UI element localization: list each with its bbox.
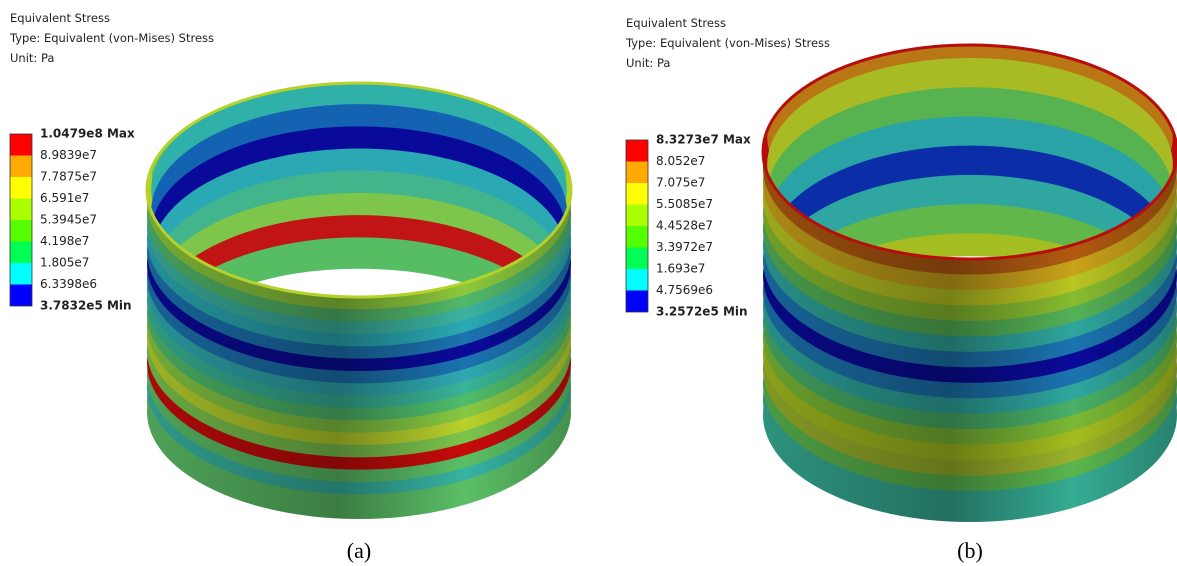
header-line: Type: Equivalent (von-Mises) Stress — [625, 36, 830, 50]
cylinder-b — [763, 0, 1177, 522]
header-a: Equivalent Stress Type: Equivalent (von-… — [9, 11, 214, 65]
legend-swatch — [10, 156, 32, 178]
legend-swatch — [10, 242, 32, 264]
legend-label: 5.3945e7 — [40, 213, 97, 227]
legend-label: 8.3273e7 Max — [656, 133, 751, 147]
cylinder-a — [147, 38, 571, 519]
legend-a: 1.0479e8 Max 8.9839e7 7.7875e7 6.591e7 5.394… — [10, 127, 135, 313]
legend-swatch — [626, 269, 648, 291]
legend-swatch — [10, 263, 32, 285]
header-line: Type: Equivalent (von-Mises) Stress — [9, 31, 214, 45]
legend-label: 1.0479e8 Max — [40, 127, 135, 141]
legend-label: 6.3398e6 — [40, 277, 97, 291]
legend-swatch — [10, 199, 32, 221]
legend-label: 7.7875e7 — [40, 170, 97, 184]
caption: (b) — [957, 538, 983, 563]
legend-label: 1.693e7 — [656, 262, 705, 276]
header-line: Equivalent Stress — [10, 11, 110, 25]
legend-b: 8.3273e7 Max 8.052e7 7.075e7 5.5085e7 4.4528… — [626, 133, 751, 319]
legend-swatch — [626, 205, 648, 227]
legend-label: 4.4528e7 — [656, 219, 713, 233]
legend-label: 7.075e7 — [656, 176, 705, 190]
legend-label: 6.591e7 — [40, 191, 89, 205]
header-line: Unit: Pa — [10, 51, 54, 65]
legend-swatch — [10, 177, 32, 199]
legend-label: 3.2572e5 Min — [656, 305, 748, 319]
caption: (a) — [347, 538, 371, 563]
figure: 1.0479e8 Max 8.9839e7 7.7875e7 6.591e7 5.394… — [0, 0, 1177, 566]
legend-swatch — [626, 162, 648, 184]
legend-swatch — [626, 226, 648, 248]
legend-label: 1.805e7 — [40, 256, 89, 270]
legend-swatch — [10, 285, 32, 307]
legend-swatch — [626, 248, 648, 270]
legend-label: 4.7569e6 — [656, 283, 713, 297]
legend-swatch — [10, 134, 32, 156]
legend-label: 5.5085e7 — [656, 197, 713, 211]
legend-swatch — [10, 220, 32, 242]
header-line: Unit: Pa — [626, 56, 670, 70]
legend-label: 8.9839e7 — [40, 148, 97, 162]
legend-label: 8.052e7 — [656, 154, 705, 168]
legend-swatch — [626, 140, 648, 162]
legend-label: 3.7832e5 Min — [40, 299, 132, 313]
legend-swatch — [626, 183, 648, 205]
header-b: Equivalent Stress Type: Equivalent (von-… — [625, 16, 830, 70]
legend-label: 3.3972e7 — [656, 240, 713, 254]
legend-swatch — [626, 291, 648, 313]
header-line: Equivalent Stress — [626, 16, 726, 30]
legend-label: 4.198e7 — [40, 234, 89, 248]
